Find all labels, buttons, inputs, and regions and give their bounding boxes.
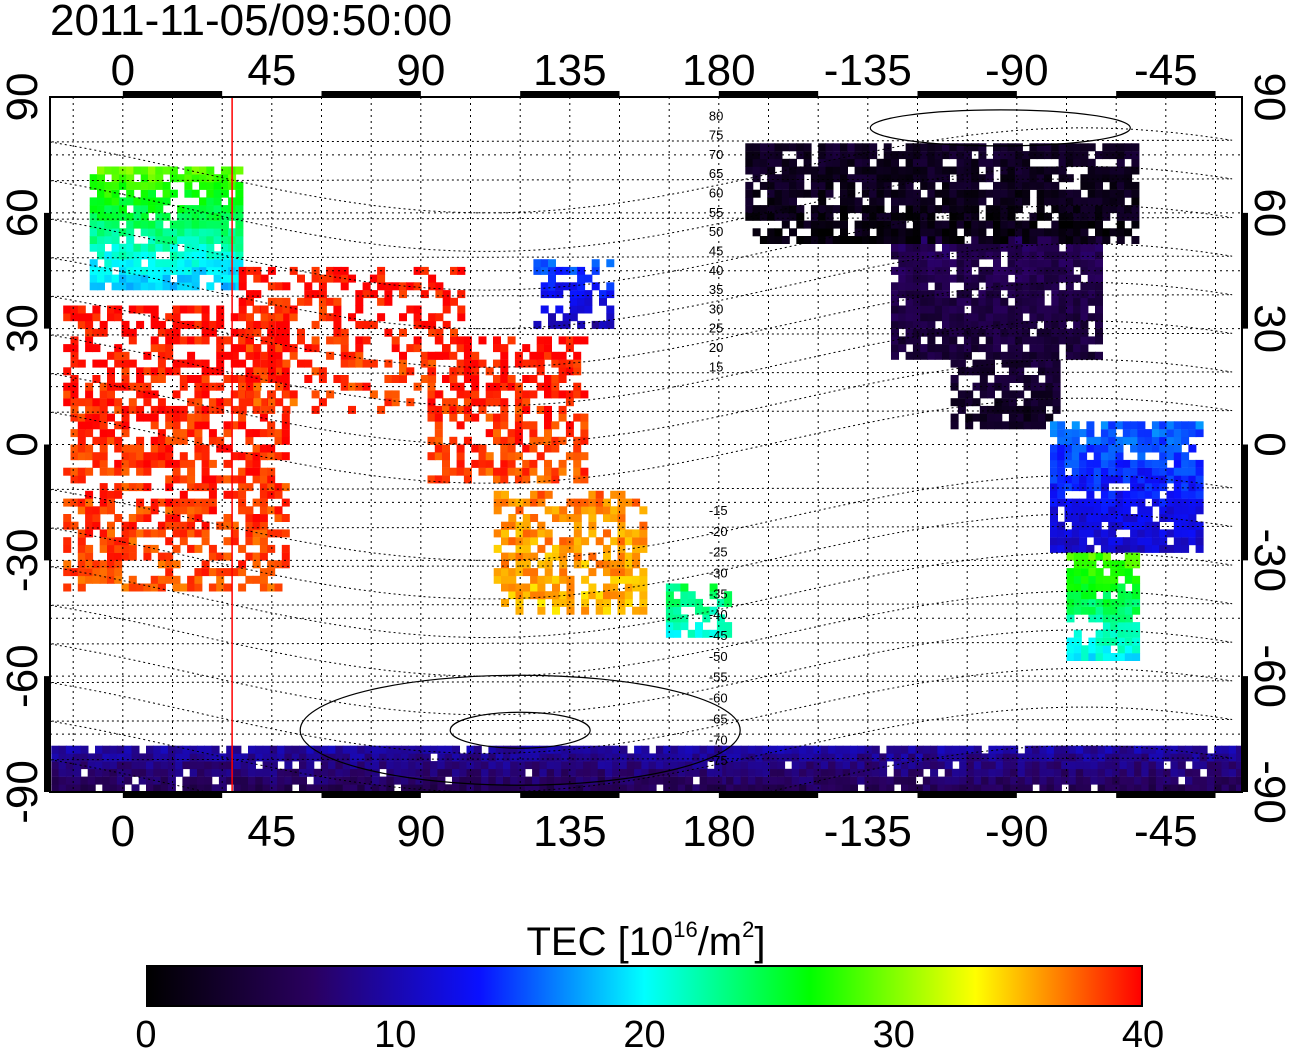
contour-label: 30 <box>709 301 723 316</box>
lon-tick-top: 0 <box>111 46 135 95</box>
south-pole-contour <box>449 711 591 749</box>
lat-tick-right: -60 <box>1245 644 1292 708</box>
tec-region-north-america <box>891 236 1103 360</box>
lat-tick-left: -90 <box>0 760 47 824</box>
lon-tick-bottom: 135 <box>533 807 606 856</box>
tec-region-antarctica <box>51 745 1242 792</box>
contour-label: -20 <box>709 524 728 539</box>
colorbar-title: TEC [1016/m2] <box>526 917 766 964</box>
tec-region-australia <box>493 490 648 615</box>
lat-tick-right: 90 <box>1245 73 1292 122</box>
lat-tick-right: 30 <box>1245 304 1292 353</box>
contour-label: 65 <box>709 166 723 181</box>
contour-label: -25 <box>709 545 728 560</box>
tec-region-africa <box>63 305 290 592</box>
timestamp-title: 2011-11-05/09:50:00 <box>50 0 453 45</box>
lon-tick-top: -90 <box>985 46 1049 95</box>
south-pole-contour-outer <box>299 674 741 786</box>
contour-label: 55 <box>709 205 723 220</box>
colorbar <box>146 965 1143 1007</box>
tec-region-central-america <box>950 359 1061 430</box>
lat-tick-left: 90 <box>0 73 47 122</box>
lon-tick-bottom: -135 <box>824 807 912 856</box>
north-pole-contour <box>869 109 1131 147</box>
tec-region-middle-east-and-india <box>238 266 466 414</box>
contour-label: 25 <box>709 321 723 336</box>
contour-label: 50 <box>709 224 723 239</box>
lat-tick-left: 0 <box>0 432 47 456</box>
contour-label: -65 <box>709 711 728 726</box>
lon-tick-top: -135 <box>824 46 912 95</box>
contour-label: -60 <box>709 691 728 706</box>
lon-tick-bottom: 90 <box>396 807 445 856</box>
contour-label: 40 <box>709 263 723 278</box>
tec-region-alaska-and-canada <box>745 143 1140 244</box>
lat-tick-right: -30 <box>1245 529 1292 593</box>
lat-tick-right: 60 <box>1245 188 1292 237</box>
contour-label: -30 <box>709 565 728 580</box>
lon-tick-bottom: 180 <box>682 807 755 856</box>
lon-tick-top: -45 <box>1134 46 1198 95</box>
tec-region-japan <box>533 259 615 329</box>
contour-label: 75 <box>709 128 723 143</box>
contour-label: -40 <box>709 607 728 622</box>
lat-tick-left: 60 <box>0 188 47 237</box>
lat-tick-right: 0 <box>1245 432 1292 456</box>
contour-label: -70 <box>709 732 728 747</box>
colorbar-tick-label: 10 <box>374 1014 417 1056</box>
lon-tick-bottom: 45 <box>247 807 296 856</box>
contour-label: -50 <box>709 649 728 664</box>
contour-label: 35 <box>709 282 723 297</box>
lon-tick-top: 180 <box>682 46 755 95</box>
map-content: 80 75 70 65 60 55 50 45 40 35 30 25 20 15 -15 -20 -25 -30… <box>50 97 1242 792</box>
colorbar-tick-label: 20 <box>623 1014 666 1056</box>
contour-label: -15 <box>709 503 728 518</box>
tec-region-new-zealand <box>665 583 733 638</box>
lat-tick-right: -90 <box>1245 760 1292 824</box>
contour-label: 20 <box>709 340 723 355</box>
lon-tick-top: 45 <box>247 46 296 95</box>
lon-tick-bottom: 0 <box>111 807 135 856</box>
colorbar-tick-label: 30 <box>872 1014 915 1056</box>
lat-tick-left: -30 <box>0 529 47 593</box>
tec-region-south-america-south <box>1066 552 1141 661</box>
colorbar-tick-label: 0 <box>135 1014 157 1056</box>
lon-tick-bottom: -90 <box>985 807 1049 856</box>
lat-tick-left: 30 <box>0 304 47 353</box>
contour-label: -55 <box>709 670 728 685</box>
lon-tick-top: 135 <box>533 46 606 95</box>
graticule <box>50 97 1242 792</box>
lat-tick-left: -60 <box>0 644 47 708</box>
contour-label: 60 <box>709 186 723 201</box>
contour-label: 15 <box>709 359 723 374</box>
contour-label: -75 <box>709 753 728 768</box>
contour-label: 45 <box>709 243 723 258</box>
tec-region-europe <box>89 166 244 291</box>
frame-ticks <box>44 91 1248 798</box>
lon-tick-bottom: -45 <box>1134 807 1198 856</box>
colorbar-tick-label: 40 <box>1121 1014 1165 1056</box>
contour-label: -45 <box>709 628 728 643</box>
magnetic-latitude-labels: 80 75 70 65 60 55 50 45 40 35 30 25 20 15 -15 -20 -25 -30… <box>709 108 728 768</box>
contour-label: 70 <box>709 147 723 162</box>
contour-label: 80 <box>709 108 723 123</box>
tec-map: 80 75 70 65 60 55 50 45 40 35 30 25 20 15 -15 -20 -25 -30… <box>0 46 1292 856</box>
tec-region-south-america-north <box>1050 421 1204 553</box>
lon-tick-top: 90 <box>396 46 445 95</box>
contour-label: -35 <box>709 586 728 601</box>
